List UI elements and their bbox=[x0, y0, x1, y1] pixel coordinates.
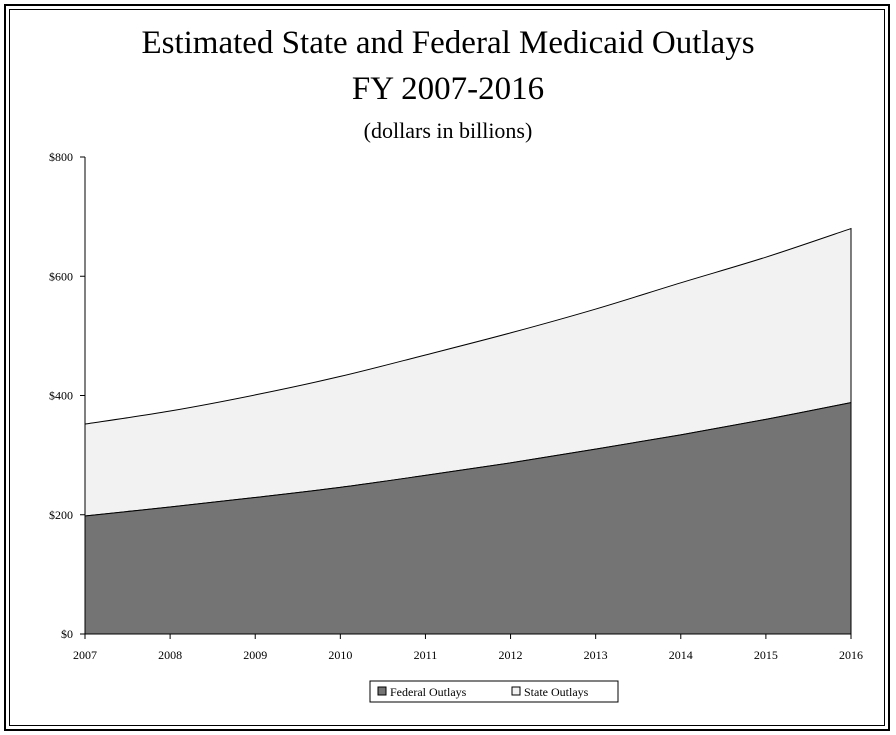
legend-label-state: State Outlays bbox=[524, 685, 589, 699]
chart-subtitle: FY 2007-2016 bbox=[351, 71, 545, 107]
y-tick-label: $0 bbox=[61, 627, 73, 641]
chart-units-note: (dollars in billions) bbox=[363, 118, 533, 143]
x-tick-label: 2013 bbox=[584, 648, 608, 662]
chart-frame-inner bbox=[9, 9, 885, 726]
legend-label-federal: Federal Outlays bbox=[390, 685, 467, 699]
chart-title: Estimated State and Federal Medicaid Out… bbox=[141, 25, 755, 61]
x-tick-label: 2011 bbox=[414, 648, 438, 662]
x-tick-label: 2016 bbox=[839, 648, 863, 662]
y-tick-label: $200 bbox=[49, 508, 73, 522]
x-tick-label: 2012 bbox=[499, 648, 523, 662]
x-tick-label: 2008 bbox=[158, 648, 182, 662]
x-tick-label: 2007 bbox=[73, 648, 97, 662]
legend-box bbox=[369, 680, 619, 703]
y-tick-label: $400 bbox=[49, 389, 73, 403]
x-tick-label: 2009 bbox=[243, 648, 267, 662]
y-tick-label: $600 bbox=[49, 269, 73, 283]
chart-frame-outer bbox=[4, 4, 890, 731]
y-tick-label: $800 bbox=[49, 150, 73, 164]
legend-swatch-state bbox=[511, 686, 521, 696]
x-tick-label: 2014 bbox=[669, 648, 693, 662]
x-tick-label: 2015 bbox=[754, 648, 778, 662]
legend-swatch-federal bbox=[377, 686, 387, 696]
federal-outlays-area bbox=[84, 402, 852, 635]
x-tick-label: 2010 bbox=[328, 648, 352, 662]
